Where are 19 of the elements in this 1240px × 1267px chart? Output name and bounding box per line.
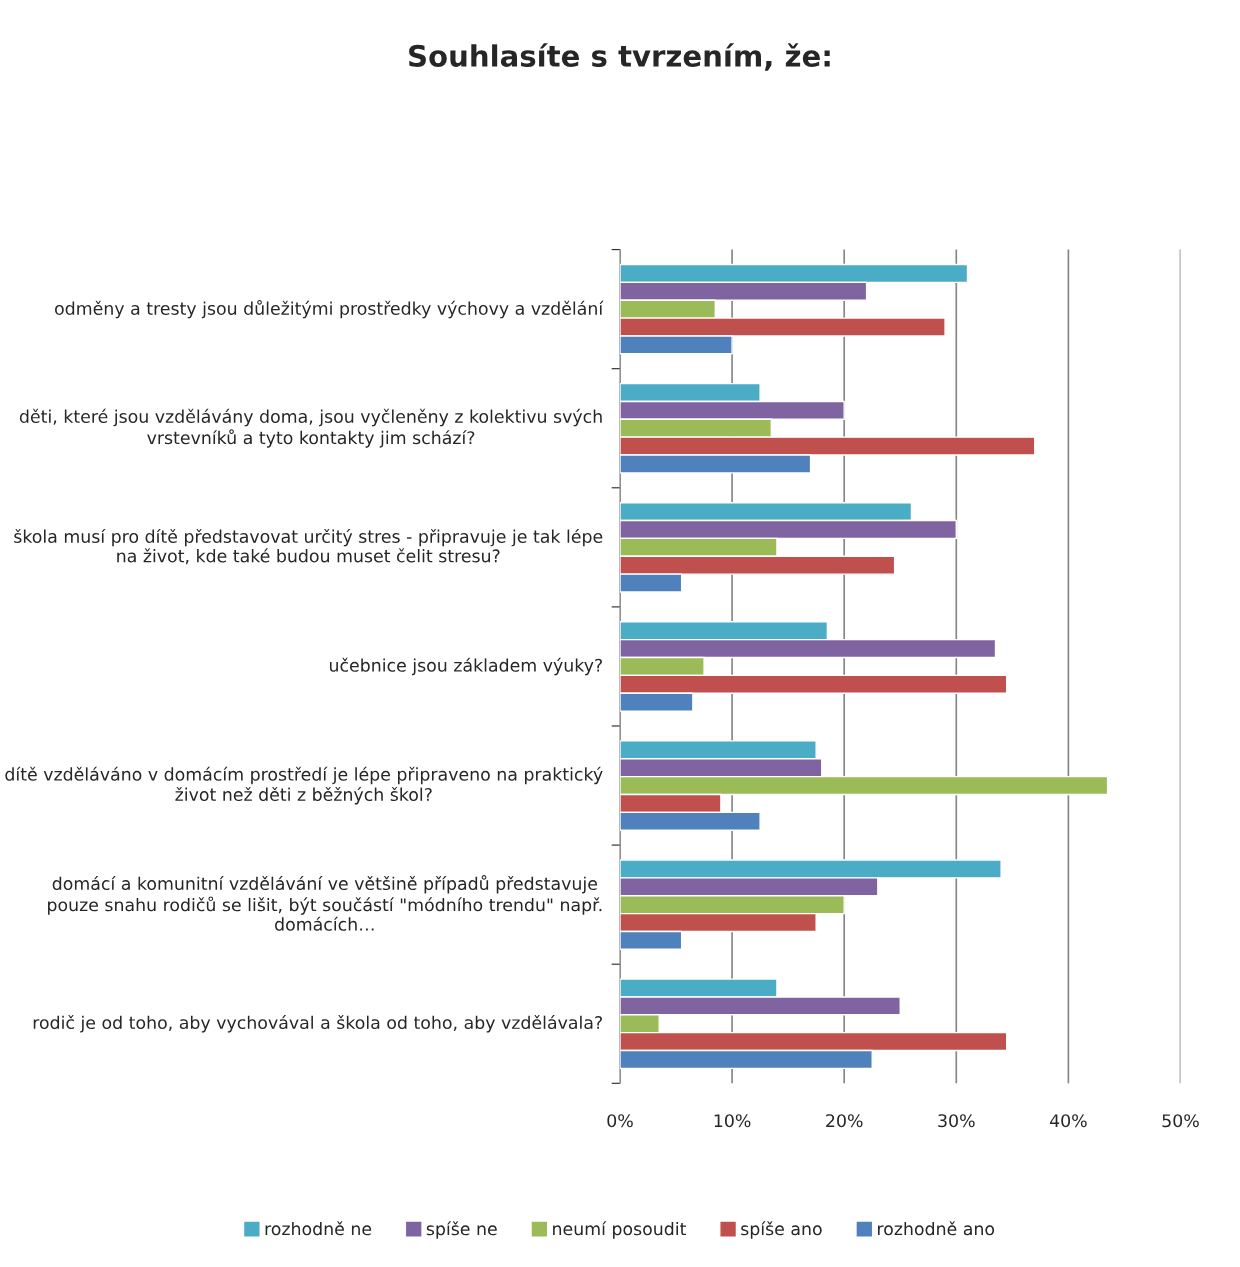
x-tick-label: 40%	[1049, 1114, 1087, 1128]
legend-label: rozhodně ne	[265, 1221, 372, 1236]
y-tick-label: děti, které jsou vzdělávány doma, jsou vyčleněny z kolektivu svých vrstevníků a tyto kontakty jim schází?	[19, 408, 602, 448]
x-tick-label: 10%	[714, 1114, 751, 1128]
y-tick-label: domácí a komunitní vzdělávání ve většině případů představuje pouze snahu rodičů se lišit, být součástí "módního trendu" např. domácích…	[48, 875, 602, 931]
legend-label: spíše ne	[426, 1221, 497, 1239]
x-tick-label: 30%	[938, 1114, 975, 1128]
legend-label: spíše ano	[741, 1221, 822, 1239]
y-tick-label: učebnice jsou základem výuky?	[329, 657, 602, 676]
x-tick-label: 50%	[1162, 1114, 1199, 1128]
y-tick-label: škola musí pro dítě představovat určitý stres - připravuje je tak lépe na život, kde také budou muset čelit stresu?	[14, 528, 603, 565]
x-tick-label: 20%	[826, 1114, 863, 1128]
legend-label: neumí posoudit	[553, 1221, 687, 1239]
y-tick-label: rodič je od toho, aby vychovával a škola od toho, aby vzdělávala?	[33, 1014, 602, 1033]
x-tick-label: 0%	[607, 1114, 633, 1128]
chart-title: Souhlasíte s tvrzením, že:	[409, 43, 830, 71]
y-tick-label: odměny a tresty jsou důležitými prostředky výchovy a vzdělání	[55, 299, 604, 319]
y-tick-label: dítě vzděláváno v domácím prostředí je lépe připraveno na praktický život než děti z běžných škol?	[5, 766, 603, 805]
legend-label: rozhodně ano	[878, 1221, 995, 1236]
